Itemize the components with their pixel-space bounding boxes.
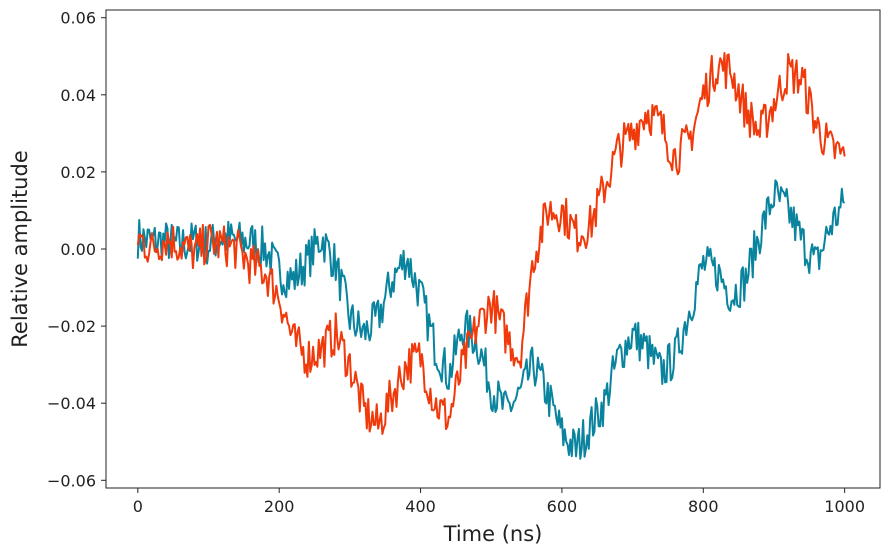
y-tick-label: 0.02 (60, 163, 96, 182)
series-line-2 (136, 52, 846, 435)
x-tick-label: 600 (547, 497, 578, 516)
y-tick-label: 0.04 (60, 86, 96, 105)
y-tick-label: 0.00 (60, 240, 96, 259)
series-line-1 (136, 179, 846, 460)
plot-area (105, 9, 881, 489)
x-tick-label: 0 (133, 497, 143, 516)
y-tick-label: −0.04 (47, 394, 96, 413)
y-axis-label: Relative amplitude (8, 150, 32, 347)
x-tick-label: 800 (688, 497, 719, 516)
x-axis-label: Time (ns) (443, 522, 543, 546)
plot-frame (105, 9, 881, 489)
x-tick-label: 400 (405, 497, 436, 516)
y-tick-label: −0.02 (47, 317, 96, 336)
series-layer (136, 52, 846, 460)
x-tick-label: 200 (264, 497, 295, 516)
x-axis-ticks: 0 200 400 600 800 1000 (133, 488, 865, 516)
x-tick-label: 1000 (824, 497, 865, 516)
y-axis-ticks: −0.06 −0.04 −0.02 0.00 0.02 0.04 0.06 (47, 9, 106, 490)
y-tick-label: −0.06 (47, 471, 96, 490)
y-tick-label: 0.06 (60, 9, 96, 28)
